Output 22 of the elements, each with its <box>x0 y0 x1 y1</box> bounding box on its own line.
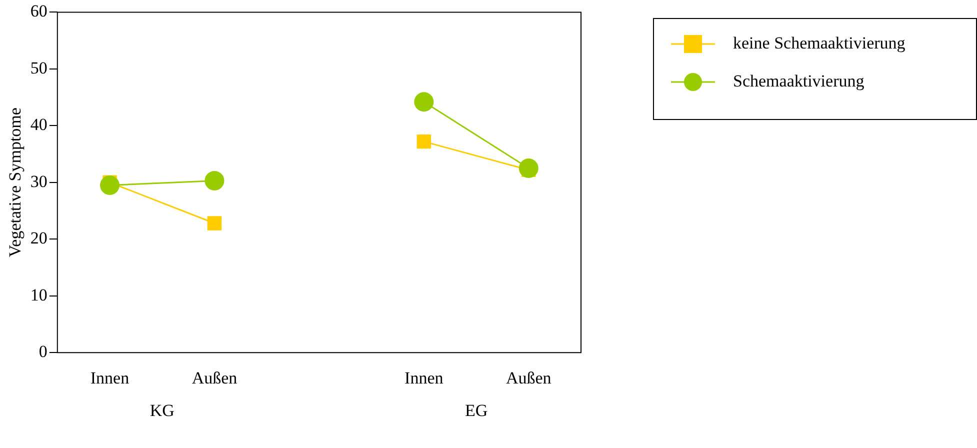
text: EG <box>464 401 488 420</box>
y-tick-label: 20 <box>30 228 48 248</box>
point <box>207 216 222 230</box>
point <box>414 92 434 112</box>
x-tick-label: Außen <box>192 368 238 388</box>
y-axis-title: Vegetative Symptome <box>6 108 25 258</box>
text: KG <box>150 401 174 420</box>
legend-label: Schemaaktivierung <box>733 71 865 90</box>
point <box>416 134 432 149</box>
x-tick-label: Innen <box>90 368 130 388</box>
y-tick-label: 60 <box>30 2 48 21</box>
x-tick-label: Außen <box>506 368 552 388</box>
x-tick-label: Innen <box>404 368 444 388</box>
y-tick-label: 0 <box>38 342 48 362</box>
y-tick-label: 40 <box>30 115 48 134</box>
point <box>518 158 538 178</box>
point <box>100 175 120 195</box>
y-tick-label: 30 <box>30 172 48 191</box>
legend-label: keine Schemaaktivierung <box>733 33 906 52</box>
point <box>204 170 224 190</box>
y-tick-label: 50 <box>30 58 48 78</box>
y-tick-label: 10 <box>30 285 48 304</box>
